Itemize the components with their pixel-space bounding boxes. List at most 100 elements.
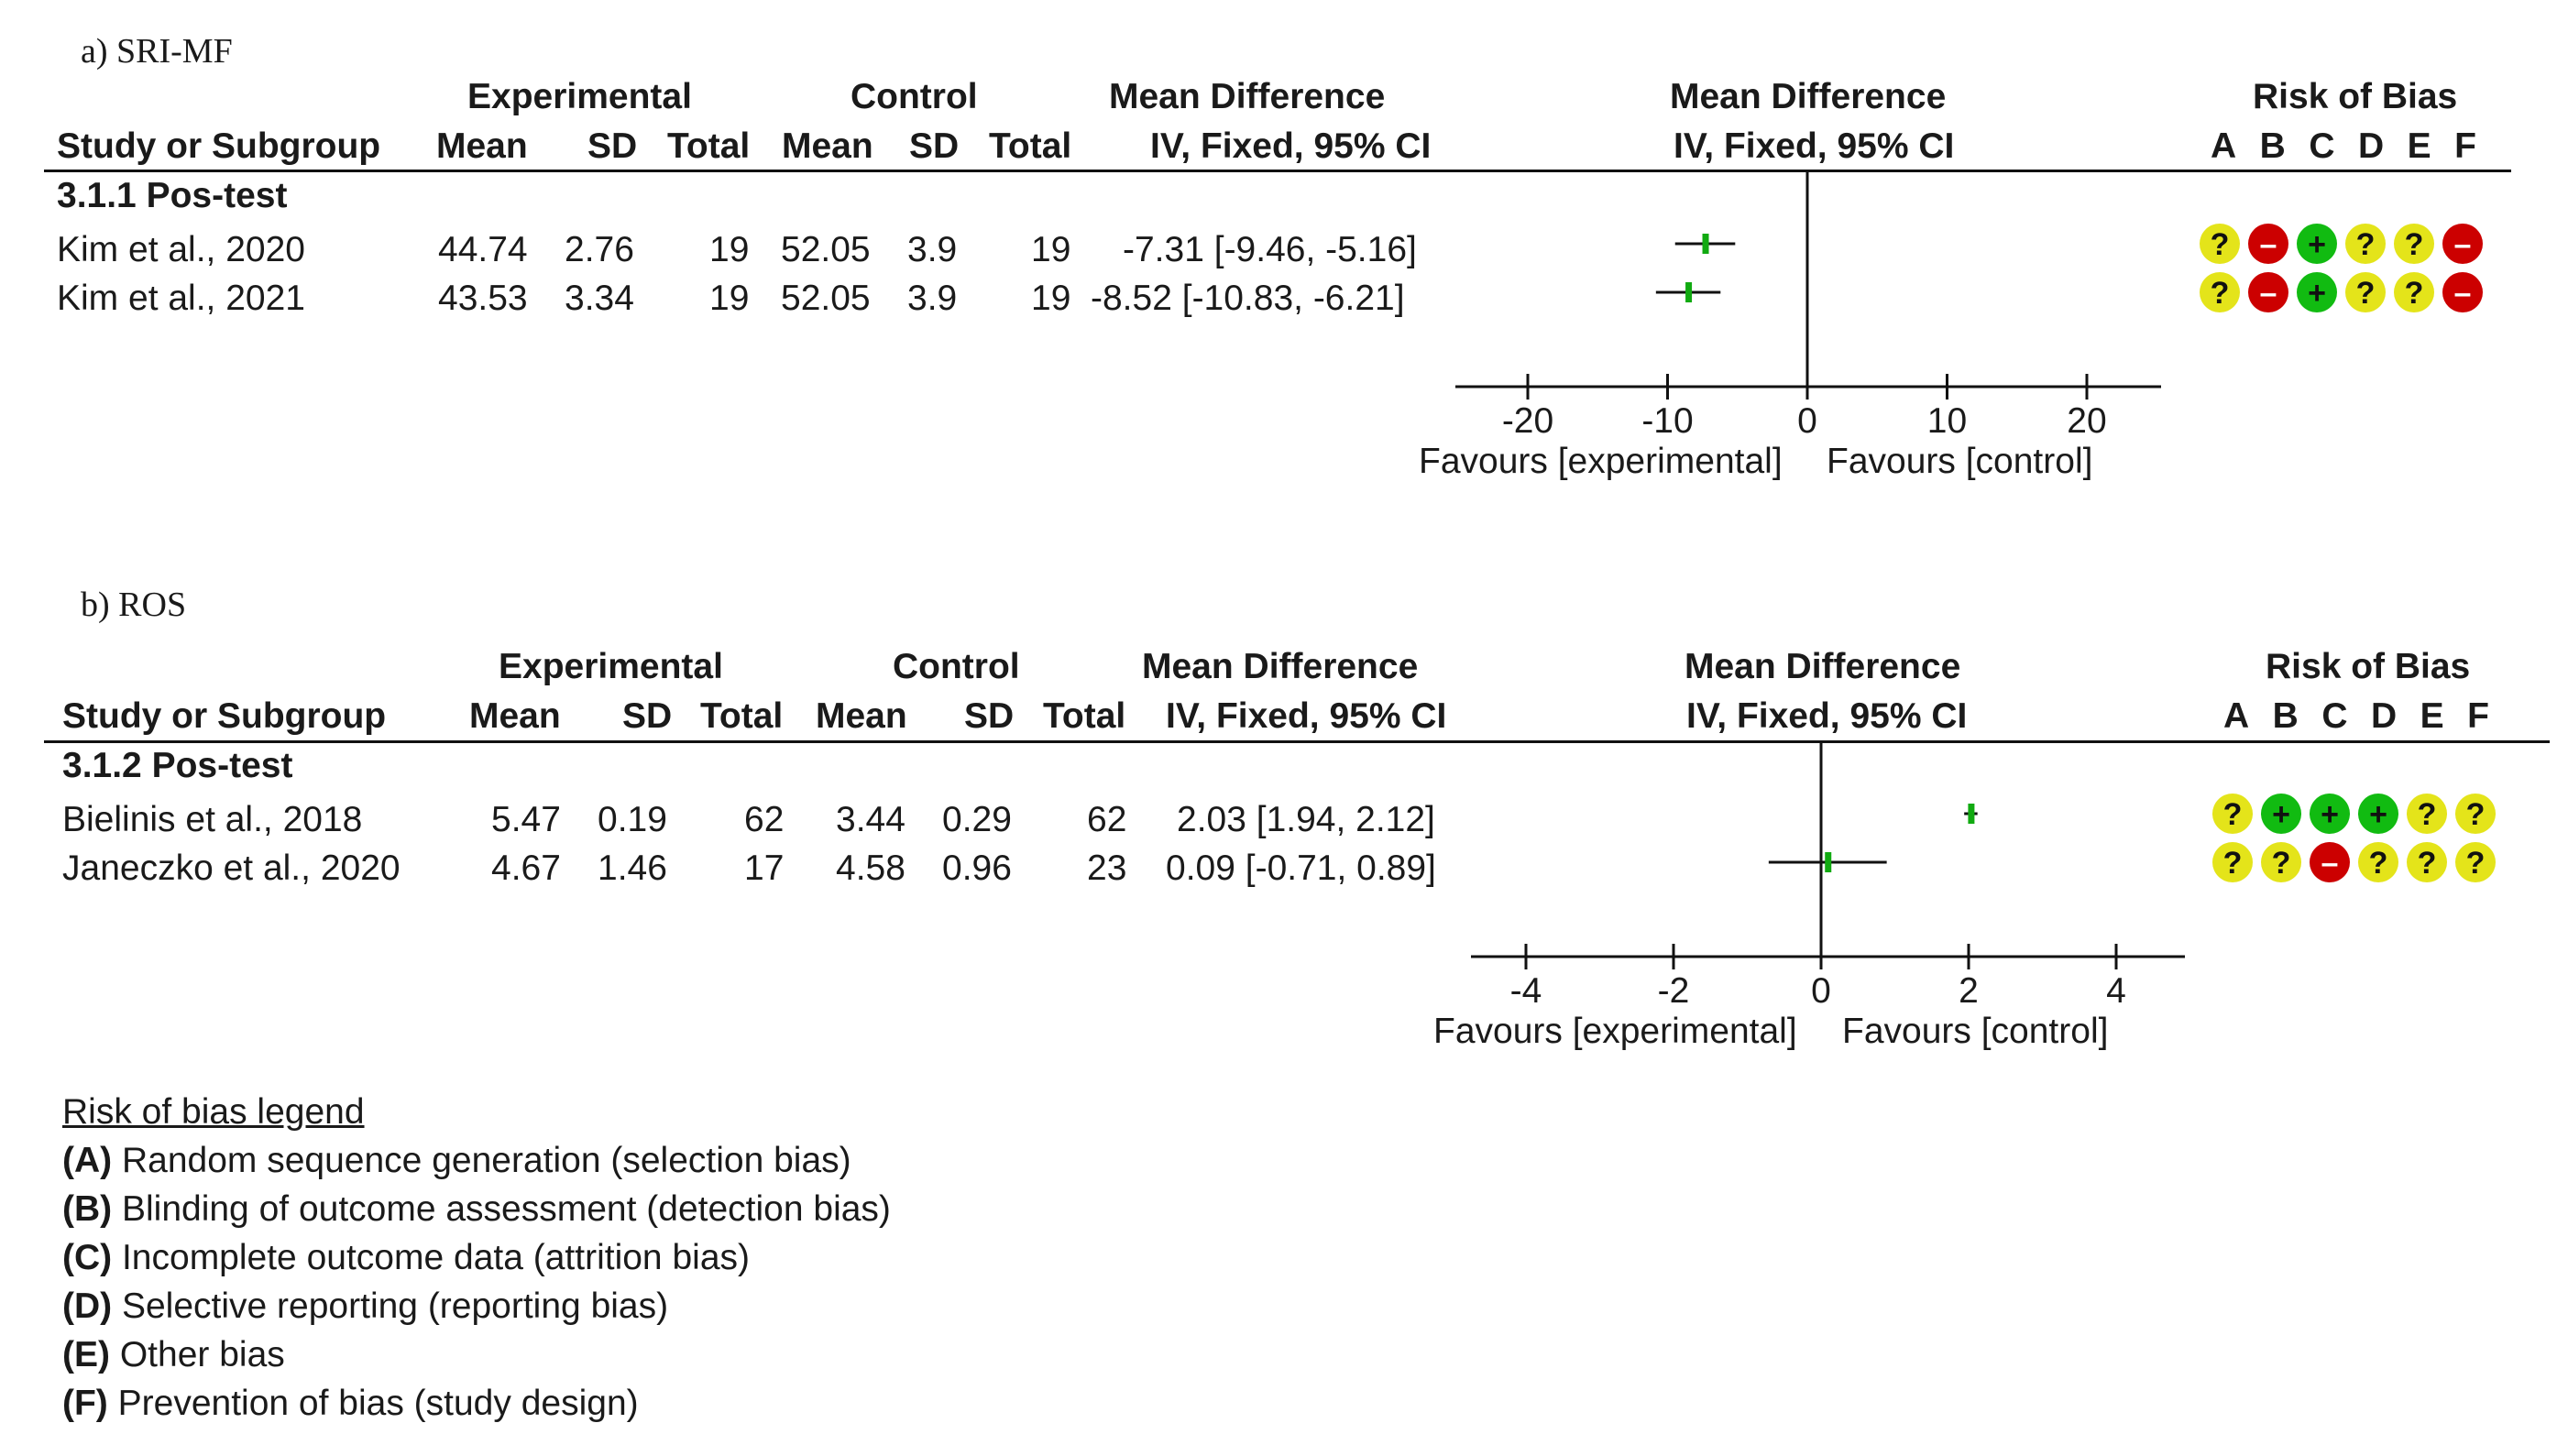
bias-circle bbox=[2212, 842, 2253, 882]
favours-experimental: Favours [experimental] bbox=[1419, 442, 1783, 481]
ctl-total: 19 bbox=[1031, 230, 1071, 269]
ctl-sd: 3.9 bbox=[907, 279, 958, 318]
exp-sd-header: SD bbox=[622, 696, 673, 736]
favours-control: Favours [control] bbox=[1827, 442, 2093, 481]
bias-circle bbox=[2358, 794, 2398, 834]
exp-sd: 3.34 bbox=[565, 279, 634, 318]
bias-symbol: + bbox=[2369, 797, 2387, 832]
ctl-mean: 52.05 bbox=[781, 230, 871, 269]
bias-circle bbox=[2248, 272, 2288, 312]
experimental-header: Experimental bbox=[499, 647, 723, 686]
ctl-total: 19 bbox=[1031, 279, 1071, 318]
bias-symbol: ? bbox=[2369, 846, 2388, 881]
ci-text: -7.31 [-9.46, -5.16] bbox=[1123, 230, 1417, 269]
bias-circle bbox=[2310, 842, 2350, 882]
bias-circle bbox=[2248, 224, 2288, 264]
legend-item: (D) Selective reporting (reporting bias) bbox=[62, 1286, 668, 1327]
exp-total: 62 bbox=[744, 800, 785, 839]
bias-circle bbox=[2358, 842, 2398, 882]
bias-letter-e: E bbox=[2407, 126, 2431, 166]
exp-mean: 5.47 bbox=[491, 800, 561, 839]
bias-symbol: ? bbox=[2405, 227, 2424, 262]
exp-mean-header: Mean bbox=[436, 126, 528, 166]
point-estimate bbox=[1685, 282, 1693, 302]
bias-symbol: – bbox=[2260, 276, 2277, 311]
favours-control: Favours [control] bbox=[1842, 1012, 2109, 1051]
study-header: Study or Subgroup bbox=[62, 696, 387, 736]
study-name: Kim et al., 2021 bbox=[57, 279, 305, 318]
ctl-mean: 52.05 bbox=[781, 279, 871, 318]
exp-sd: 0.19 bbox=[598, 800, 667, 839]
legend-text: Other bias bbox=[110, 1335, 285, 1374]
bias-letter-c: C bbox=[2321, 696, 2348, 736]
legend-letter: (B) bbox=[62, 1189, 113, 1229]
bias-letter-d: D bbox=[2370, 696, 2398, 736]
bias-circle bbox=[2442, 272, 2483, 312]
risk-of-bias-header: Risk of Bias bbox=[2253, 77, 2458, 116]
x-tick-label: 10 bbox=[1927, 401, 1967, 441]
exp-mean: 43.53 bbox=[438, 279, 528, 318]
legend-item: (F) Prevention of bias (study design) bbox=[62, 1384, 639, 1424]
bias-symbol: + bbox=[2321, 797, 2339, 832]
bias-circle bbox=[2455, 842, 2496, 882]
ctl-sd: 3.9 bbox=[907, 230, 958, 269]
bias-circle bbox=[2310, 794, 2350, 834]
x-tick-label: -2 bbox=[1658, 971, 1690, 1011]
x-tick-label: 20 bbox=[2067, 401, 2106, 441]
ctl-mean-header: Mean bbox=[816, 696, 907, 736]
mean-difference-header: Mean Difference bbox=[1142, 647, 1419, 686]
legend-letter: (F) bbox=[62, 1384, 108, 1423]
bias-letter-e: E bbox=[2420, 696, 2444, 736]
legend-item: (C) Incomplete outcome data (attrition b… bbox=[62, 1238, 750, 1278]
bias-symbol: ? bbox=[2356, 227, 2376, 262]
legend-item: (B) Blinding of outcome assessment (dete… bbox=[62, 1189, 891, 1230]
exp-total-header: Total bbox=[667, 126, 751, 166]
bias-letter-b: B bbox=[2259, 126, 2286, 166]
mean-difference-header: Mean Difference bbox=[1109, 77, 1386, 116]
legend-text: Prevention of bias (study design) bbox=[107, 1384, 639, 1423]
bias-symbol: + bbox=[2308, 276, 2326, 311]
bias-letter-a: A bbox=[2223, 696, 2250, 736]
x-tick-label: 0 bbox=[1811, 971, 1831, 1011]
ctl-sd: 0.29 bbox=[942, 800, 1012, 839]
x-tick-label: 4 bbox=[2106, 971, 2126, 1011]
bias-circle bbox=[2261, 794, 2301, 834]
bias-symbol: – bbox=[2260, 227, 2277, 262]
point-estimate bbox=[1825, 852, 1832, 872]
ci-text: 0.09 [-0.71, 0.89] bbox=[1166, 848, 1436, 888]
legend-item: (A) Random sequence generation (selectio… bbox=[62, 1141, 851, 1181]
exp-sd: 2.76 bbox=[565, 230, 634, 269]
risk-of-bias-header: Risk of Bias bbox=[2266, 647, 2471, 686]
bias-symbol: ? bbox=[2272, 846, 2291, 881]
bias-symbol: ? bbox=[2223, 846, 2243, 881]
bias-letter-f: F bbox=[2467, 696, 2489, 736]
ctl-mean-header: Mean bbox=[782, 126, 873, 166]
ctl-sd: 0.96 bbox=[942, 848, 1012, 888]
panel-label: a) SRI-MF bbox=[81, 32, 233, 71]
exp-total: 19 bbox=[709, 230, 750, 269]
x-tick-label: -20 bbox=[1502, 401, 1553, 441]
ctl-total-header: Total bbox=[989, 126, 1072, 166]
ci-header: IV, Fixed, 95% CI bbox=[1166, 696, 1447, 736]
bias-circle bbox=[2407, 794, 2447, 834]
bias-symbol: ? bbox=[2418, 797, 2437, 832]
ctl-mean: 4.58 bbox=[836, 848, 905, 888]
bias-symbol: – bbox=[2454, 276, 2472, 311]
bias-symbol: ? bbox=[2211, 276, 2230, 311]
plot-mean-difference-header: Mean Difference bbox=[1685, 647, 1961, 686]
bias-letters: A B C D E F bbox=[2223, 696, 2489, 737]
bias-symbol: + bbox=[2308, 227, 2326, 262]
favours-experimental: Favours [experimental] bbox=[1433, 1012, 1797, 1051]
bias-letter-f: F bbox=[2454, 126, 2476, 166]
bias-symbol: ? bbox=[2356, 276, 2376, 311]
bias-symbol: ? bbox=[2466, 846, 2486, 881]
ctl-sd-header: SD bbox=[964, 696, 1015, 736]
bias-symbol: – bbox=[2321, 846, 2339, 881]
legend-text: Incomplete outcome data (attrition bias) bbox=[112, 1238, 750, 1277]
exp-sd-header: SD bbox=[587, 126, 638, 166]
ci-header: IV, Fixed, 95% CI bbox=[1150, 126, 1432, 166]
exp-mean: 44.74 bbox=[438, 230, 528, 269]
legend-letter: (D) bbox=[62, 1286, 113, 1326]
exp-total: 19 bbox=[709, 279, 750, 318]
x-tick-label: 2 bbox=[1959, 971, 1979, 1011]
